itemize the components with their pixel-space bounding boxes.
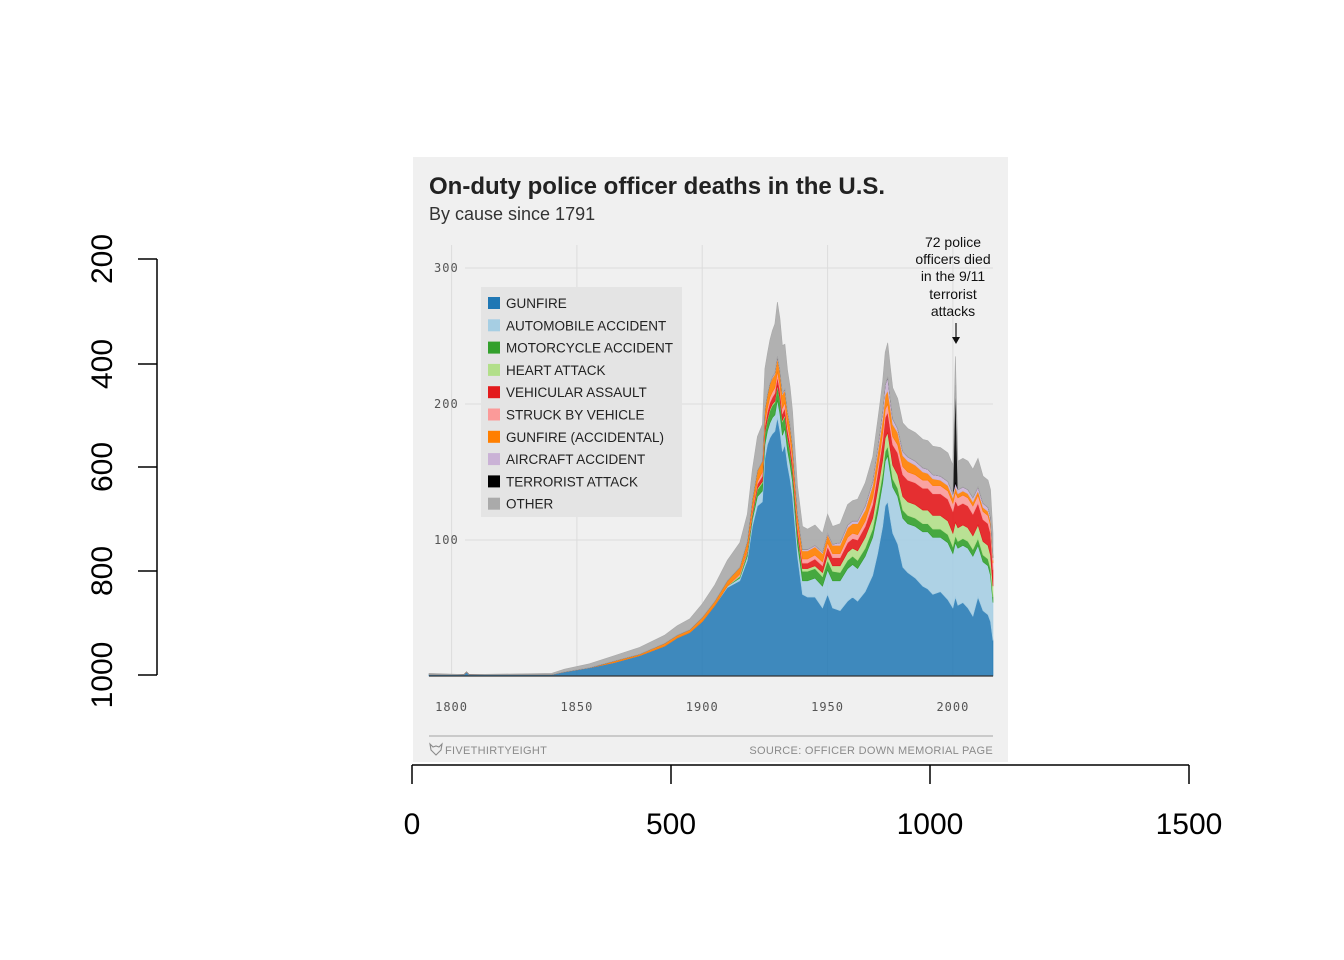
annotation-line-4: terrorist (929, 286, 977, 302)
chart-panel: On-duty police officer deaths in the U.S… (413, 157, 1008, 762)
legend: GUNFIRE AUTOMOBILE ACCIDENT MOTORCYCLE ACC… (481, 287, 682, 517)
legend-label-heart-attack: HEART ATTACK (506, 363, 606, 378)
legend-swatch-aircraft-accident (488, 453, 500, 466)
annotation-line-5: attacks (931, 303, 975, 319)
chart-title: On-duty police officer deaths in the U.S… (429, 173, 885, 200)
legend-label-struck-by-vehicle: STRUCK BY VEHICLE (506, 408, 645, 423)
y-tick-label: 200 (434, 397, 459, 411)
outer-x-tick-label: 1000 (897, 808, 964, 841)
footer-source: SOURCE: OFFICER DOWN MEMORIAL PAGE (749, 745, 993, 757)
footer-brand: FIVETHIRTYEIGHT (445, 745, 547, 757)
outer-y-tick-label: 800 (86, 546, 119, 596)
legend-label-automobile-accident: AUTOMOBILE ACCIDENT (506, 318, 666, 333)
outer-x-tick-label: 1500 (1156, 808, 1223, 841)
outer-x-tick-label: 0 (404, 808, 421, 841)
legend-items: GUNFIRE AUTOMOBILE ACCIDENT MOTORCYCLE ACC… (488, 296, 673, 512)
fox-logo-icon (429, 742, 443, 756)
legend-swatch-gunfire-accidental (488, 430, 500, 443)
outer-x-tick-label: 500 (646, 808, 696, 841)
legend-swatch-heart-attack (488, 363, 500, 376)
outer-y-tick-label: 200 (86, 234, 119, 284)
legend-label-aircraft-accident: AIRCRAFT ACCIDENT (506, 452, 645, 467)
annotation-line-3: in the 9/11 (921, 268, 986, 284)
legend-label-terrorist-attack: TERRORIST ATTACK (506, 474, 638, 489)
annotation-line-2: officers died (915, 251, 990, 267)
x-tick-label: 1800 (435, 700, 468, 714)
x-tick-label: 1900 (686, 700, 719, 714)
outer-y-ticks: 200 400 600 800 1000 (86, 234, 157, 708)
legend-swatch-motorcycle-accident (488, 341, 500, 354)
y-tick-label: 100 (434, 533, 459, 547)
x-tick-label: 2000 (936, 700, 969, 714)
area-other (428, 301, 994, 675)
legend-swatch-vehicular-assault (488, 386, 500, 399)
annotation-line-1: 72 police (925, 234, 981, 250)
outer-y-tick-label: 1000 (86, 642, 119, 709)
legend-label-vehicular-assault: VEHICULAR ASSAULT (506, 385, 647, 400)
legend-swatch-other (488, 497, 500, 510)
legend-swatch-gunfire (488, 297, 500, 309)
legend-swatch-struck-by-vehicle (488, 408, 500, 421)
y-tick-label: 300 (434, 261, 459, 275)
annotation-911: 72 police officers died in the 9/11 terr… (915, 234, 991, 344)
annotation-arrow-head (952, 337, 960, 344)
outer-y-axis: 200 400 600 800 1000 (86, 234, 158, 708)
outer-y-tick-label: 400 (86, 339, 119, 389)
x-tick-labels: 1800 1850 1900 1950 2000 (435, 700, 969, 714)
chart-subtitle: By cause since 1791 (429, 204, 595, 224)
x-tick-label: 1850 (560, 700, 593, 714)
outer-y-tick-label: 600 (86, 442, 119, 492)
legend-label-motorcycle-accident: MOTORCYCLE ACCIDENT (506, 341, 673, 356)
legend-swatch-automobile-accident (488, 319, 500, 332)
legend-background (481, 287, 682, 517)
legend-label-gunfire-accidental: GUNFIRE (ACCIDENTAL) (506, 430, 664, 445)
outer-x-axis: 0 500 1000 1500 (404, 764, 1223, 841)
outer-x-ticks: 0 500 1000 1500 (404, 765, 1223, 841)
legend-swatch-terrorist-attack (488, 475, 500, 488)
y-tick-labels: 100 200 300 (434, 261, 459, 547)
legend-label-gunfire: GUNFIRE (506, 296, 567, 311)
legend-label-other: OTHER (506, 497, 554, 512)
x-tick-label: 1950 (811, 700, 844, 714)
